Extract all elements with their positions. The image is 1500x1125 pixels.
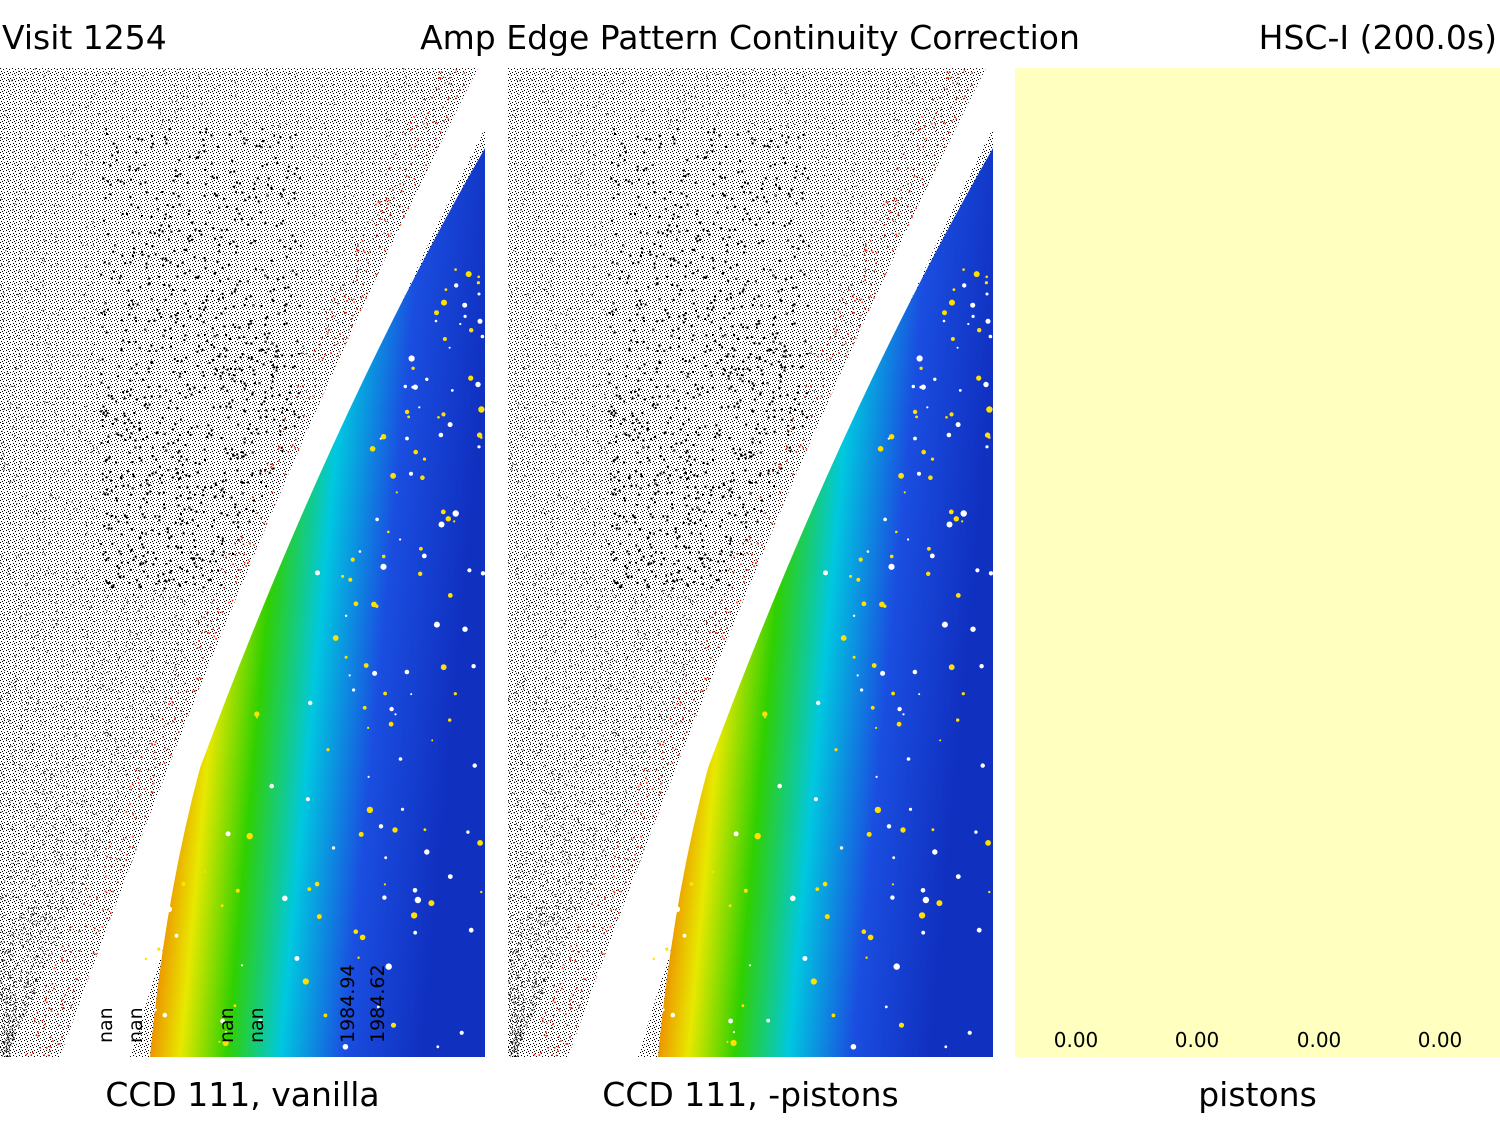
piston-value: 0.00: [1174, 1028, 1220, 1052]
panel-caption-minus-pistons: CCD 111, -pistons: [602, 1075, 899, 1114]
amp-label: 1984.62: [367, 964, 389, 1043]
amp-label: 1984.94: [337, 964, 359, 1043]
ccd-vanilla-render: [0, 68, 485, 1057]
pistons-image: 0.00 0.00 0.00 0.00: [1015, 68, 1500, 1057]
amp-label: nan: [246, 1007, 268, 1043]
amp-label: nan: [95, 1007, 117, 1043]
ccd-vanilla-image: nan nan nan nan 1984.94 1984.62: [0, 68, 485, 1057]
panel-caption-vanilla: CCD 111, vanilla: [105, 1075, 380, 1114]
piston-value: 0.00: [1296, 1028, 1342, 1052]
amp-label: nan: [216, 1007, 238, 1043]
ccd-minus-pistons-image: [508, 68, 993, 1057]
filter-label: HSC-I (200.0s): [1258, 18, 1497, 57]
visit-label: Visit 1254: [2, 18, 167, 57]
piston-value: 0.00: [1417, 1028, 1463, 1052]
figure-title: Amp Edge Pattern Continuity Correction: [420, 18, 1080, 57]
ccd-minus-pistons-render: [508, 68, 993, 1057]
amp-label: nan: [125, 1007, 147, 1043]
panel-caption-pistons: pistons: [1198, 1075, 1317, 1114]
piston-value: 0.00: [1053, 1028, 1099, 1052]
